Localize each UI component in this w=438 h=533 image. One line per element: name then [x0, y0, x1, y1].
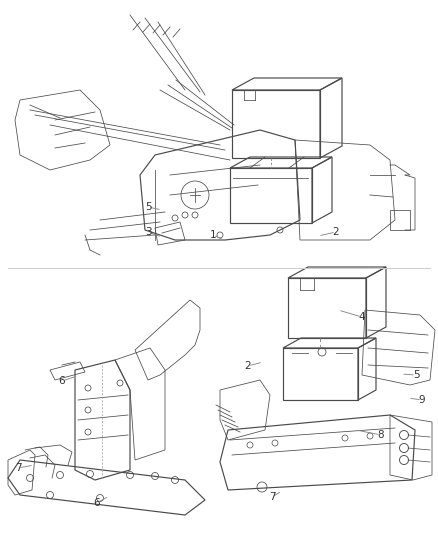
Text: 8: 8 [378, 430, 384, 440]
Text: 2: 2 [245, 361, 251, 371]
Text: 2: 2 [333, 227, 339, 237]
Text: 7: 7 [268, 492, 276, 502]
Text: 7: 7 [15, 463, 21, 473]
Text: 5: 5 [413, 370, 419, 380]
Text: 6: 6 [94, 498, 100, 508]
Text: 4: 4 [359, 312, 365, 322]
Text: 5: 5 [145, 202, 151, 212]
Text: 3: 3 [145, 227, 151, 237]
Text: 6: 6 [59, 376, 65, 386]
Text: 9: 9 [419, 395, 425, 405]
Text: 1: 1 [210, 230, 216, 240]
